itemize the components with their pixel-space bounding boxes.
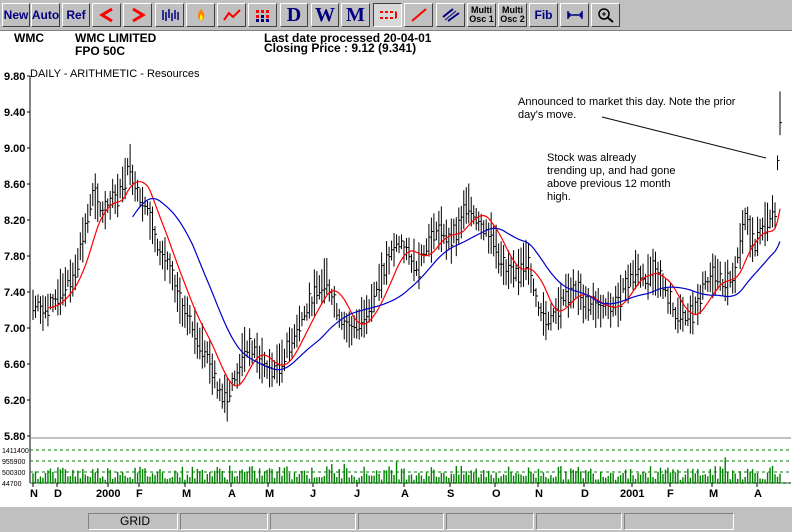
price-tick-label: 8.60	[4, 179, 25, 191]
x-tick-label: 2000	[96, 488, 120, 500]
status-bar: GRID	[0, 508, 792, 532]
multi-osc-1-button[interactable]: Multi Osc 1	[467, 3, 496, 27]
bar-pattern-icon	[161, 9, 179, 21]
annotation-announced: Announced to market this day. Note the p…	[518, 96, 736, 121]
trendline-icon	[410, 8, 427, 22]
price-tick-label: 6.20	[4, 395, 25, 407]
x-tick-label: F	[136, 488, 143, 500]
arrow-left-button[interactable]	[92, 3, 121, 27]
annotation-pointer	[601, 116, 767, 159]
ref-button[interactable]: Ref	[62, 3, 90, 27]
annotation-trending: Stock was already trending up, and had go…	[547, 152, 675, 203]
stock-code: WMC	[14, 31, 44, 45]
grid-dots-icon	[255, 10, 269, 22]
price-tick-label: 7.40	[4, 287, 25, 299]
d-button[interactable]: D	[280, 3, 308, 27]
arrow-right-icon	[131, 7, 146, 23]
x-tick-label: F	[667, 488, 674, 500]
bar-pattern-button[interactable]	[155, 3, 184, 27]
price-tick-label: 6.60	[4, 359, 25, 371]
volume-tick-label: 44700	[2, 481, 22, 488]
status-cell	[446, 513, 534, 530]
x-tick-label: N	[30, 488, 38, 500]
x-tick-label: D	[581, 488, 589, 500]
price-chart: 9.80 9.40 9.00 8.60 8.20 7.80 7.40 7.00 6.60 6.20…	[2, 71, 791, 500]
status-cell	[536, 513, 622, 530]
m-button[interactable]: M	[341, 3, 370, 27]
price-tick-label: 9.00	[4, 143, 25, 155]
channel-icon	[441, 8, 460, 22]
price-tick-label: 7.00	[4, 323, 25, 335]
x-tick-label: 2001	[620, 488, 644, 500]
auto-button[interactable]: Auto	[31, 3, 60, 27]
volume-tick-label: 1411400	[2, 448, 29, 455]
x-tick-label: M	[709, 488, 718, 500]
multi-osc-2-button[interactable]: Multi Osc 2	[498, 3, 527, 27]
status-cell	[180, 513, 268, 530]
toolbar: New Auto Ref D W M Multi Osc 1 Multi Osc 2 Fib	[0, 0, 792, 31]
x-tick-label: J	[310, 488, 316, 500]
measure-icon	[566, 11, 583, 19]
x-tick-label: M	[182, 488, 191, 500]
x-tick-label: J	[354, 488, 360, 500]
zoom-icon	[597, 8, 614, 23]
price-tick-label: 5.80	[4, 431, 25, 443]
status-cell-grid	[88, 513, 178, 530]
grid-label: GRID	[120, 514, 150, 528]
x-tick-label: M	[265, 488, 274, 500]
channel-button[interactable]	[436, 3, 465, 27]
price-tick-label: 9.40	[4, 107, 25, 119]
status-cell	[358, 513, 444, 530]
x-tick-label: S	[447, 488, 454, 500]
volume-tick-label: 500300	[2, 470, 25, 477]
chart-subtitle: DAILY - ARITHMETIC - Resources	[30, 68, 200, 80]
closing-price: Closing Price : 9.12 (9.341)	[264, 41, 417, 55]
fib-button[interactable]: Fib	[529, 3, 558, 27]
trendline-button[interactable]	[404, 3, 433, 27]
last-date: Last date processed 20-04-01	[264, 31, 432, 45]
index-name: FPO 50C	[75, 44, 126, 58]
dashed-line-icon	[379, 11, 397, 19]
fire-icon	[197, 9, 204, 21]
price-tick-label: 9.80	[4, 71, 25, 83]
company-name: WMC LIMITED	[75, 31, 157, 45]
grid-dots-button[interactable]	[248, 3, 277, 27]
x-tick-label: D	[54, 488, 62, 500]
arrow-left-icon	[98, 7, 113, 23]
x-tick-label: O	[492, 488, 501, 500]
x-tick-label: A	[228, 488, 236, 500]
status-cell	[624, 513, 734, 530]
short-moving-average-line	[47, 180, 781, 387]
x-tick-label: N	[535, 488, 543, 500]
zoom-button[interactable]	[591, 3, 620, 27]
measure-button[interactable]	[560, 3, 589, 27]
arrow-right-button[interactable]	[123, 3, 152, 27]
new-button[interactable]: New	[2, 3, 30, 27]
dashed-line-button[interactable]	[373, 3, 402, 27]
price-tick-label: 7.80	[4, 251, 25, 263]
x-tick-label: A	[401, 488, 409, 500]
fire-button[interactable]	[186, 3, 215, 27]
status-cell	[270, 513, 356, 530]
x-tick-label: A	[754, 488, 762, 500]
price-tick-label: 8.20	[4, 215, 25, 227]
w-button[interactable]: W	[311, 3, 339, 27]
volume-tick-label: 955900	[2, 459, 25, 466]
line-tool-button[interactable]	[217, 3, 246, 27]
long-moving-average-line	[132, 197, 781, 371]
line-tool-icon	[222, 9, 241, 21]
